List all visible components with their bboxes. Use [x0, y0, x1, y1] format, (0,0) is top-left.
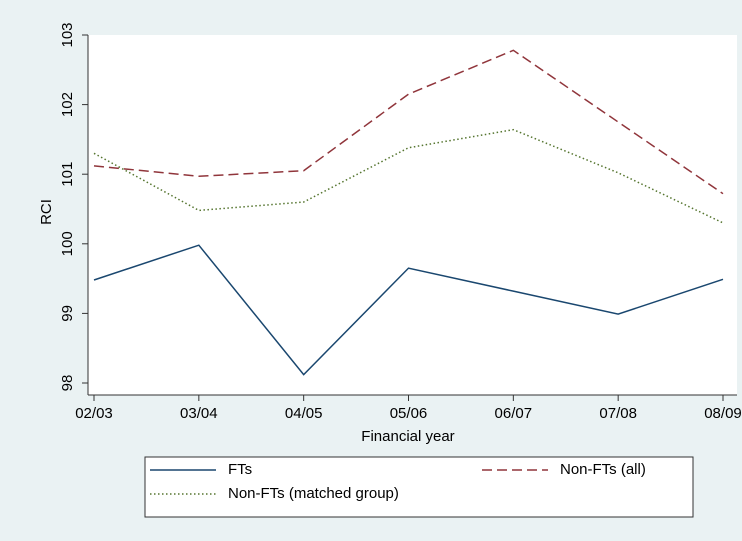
x-tick-label: 08/09	[704, 405, 742, 422]
y-axis-title: RCI	[38, 199, 55, 225]
legend-label: Non-FTs (matched group)	[228, 485, 399, 502]
x-tick-label: 03/04	[180, 405, 218, 422]
x-tick-label: 02/03	[75, 405, 113, 422]
legend-label: Non-FTs (all)	[560, 461, 646, 478]
x-tick-label: 07/08	[599, 405, 637, 422]
y-tick-label: 99	[59, 305, 76, 322]
x-axis-title: Financial year	[361, 428, 454, 445]
plot-area	[88, 35, 737, 395]
y-tick-label: 101	[59, 162, 76, 187]
y-tick-label: 102	[59, 92, 76, 117]
legend-box	[144, 456, 694, 518]
x-tick-label: 04/05	[285, 405, 323, 422]
legend-label: FTs	[228, 461, 252, 478]
y-tick-label: 100	[59, 231, 76, 256]
series-line	[93, 244, 724, 376]
series-line	[93, 49, 724, 195]
x-tick-label: 05/06	[390, 405, 428, 422]
y-tick-label: 103	[59, 22, 76, 47]
y-tick-label: 98	[59, 375, 76, 392]
x-tick-label: 06/07	[495, 405, 533, 422]
